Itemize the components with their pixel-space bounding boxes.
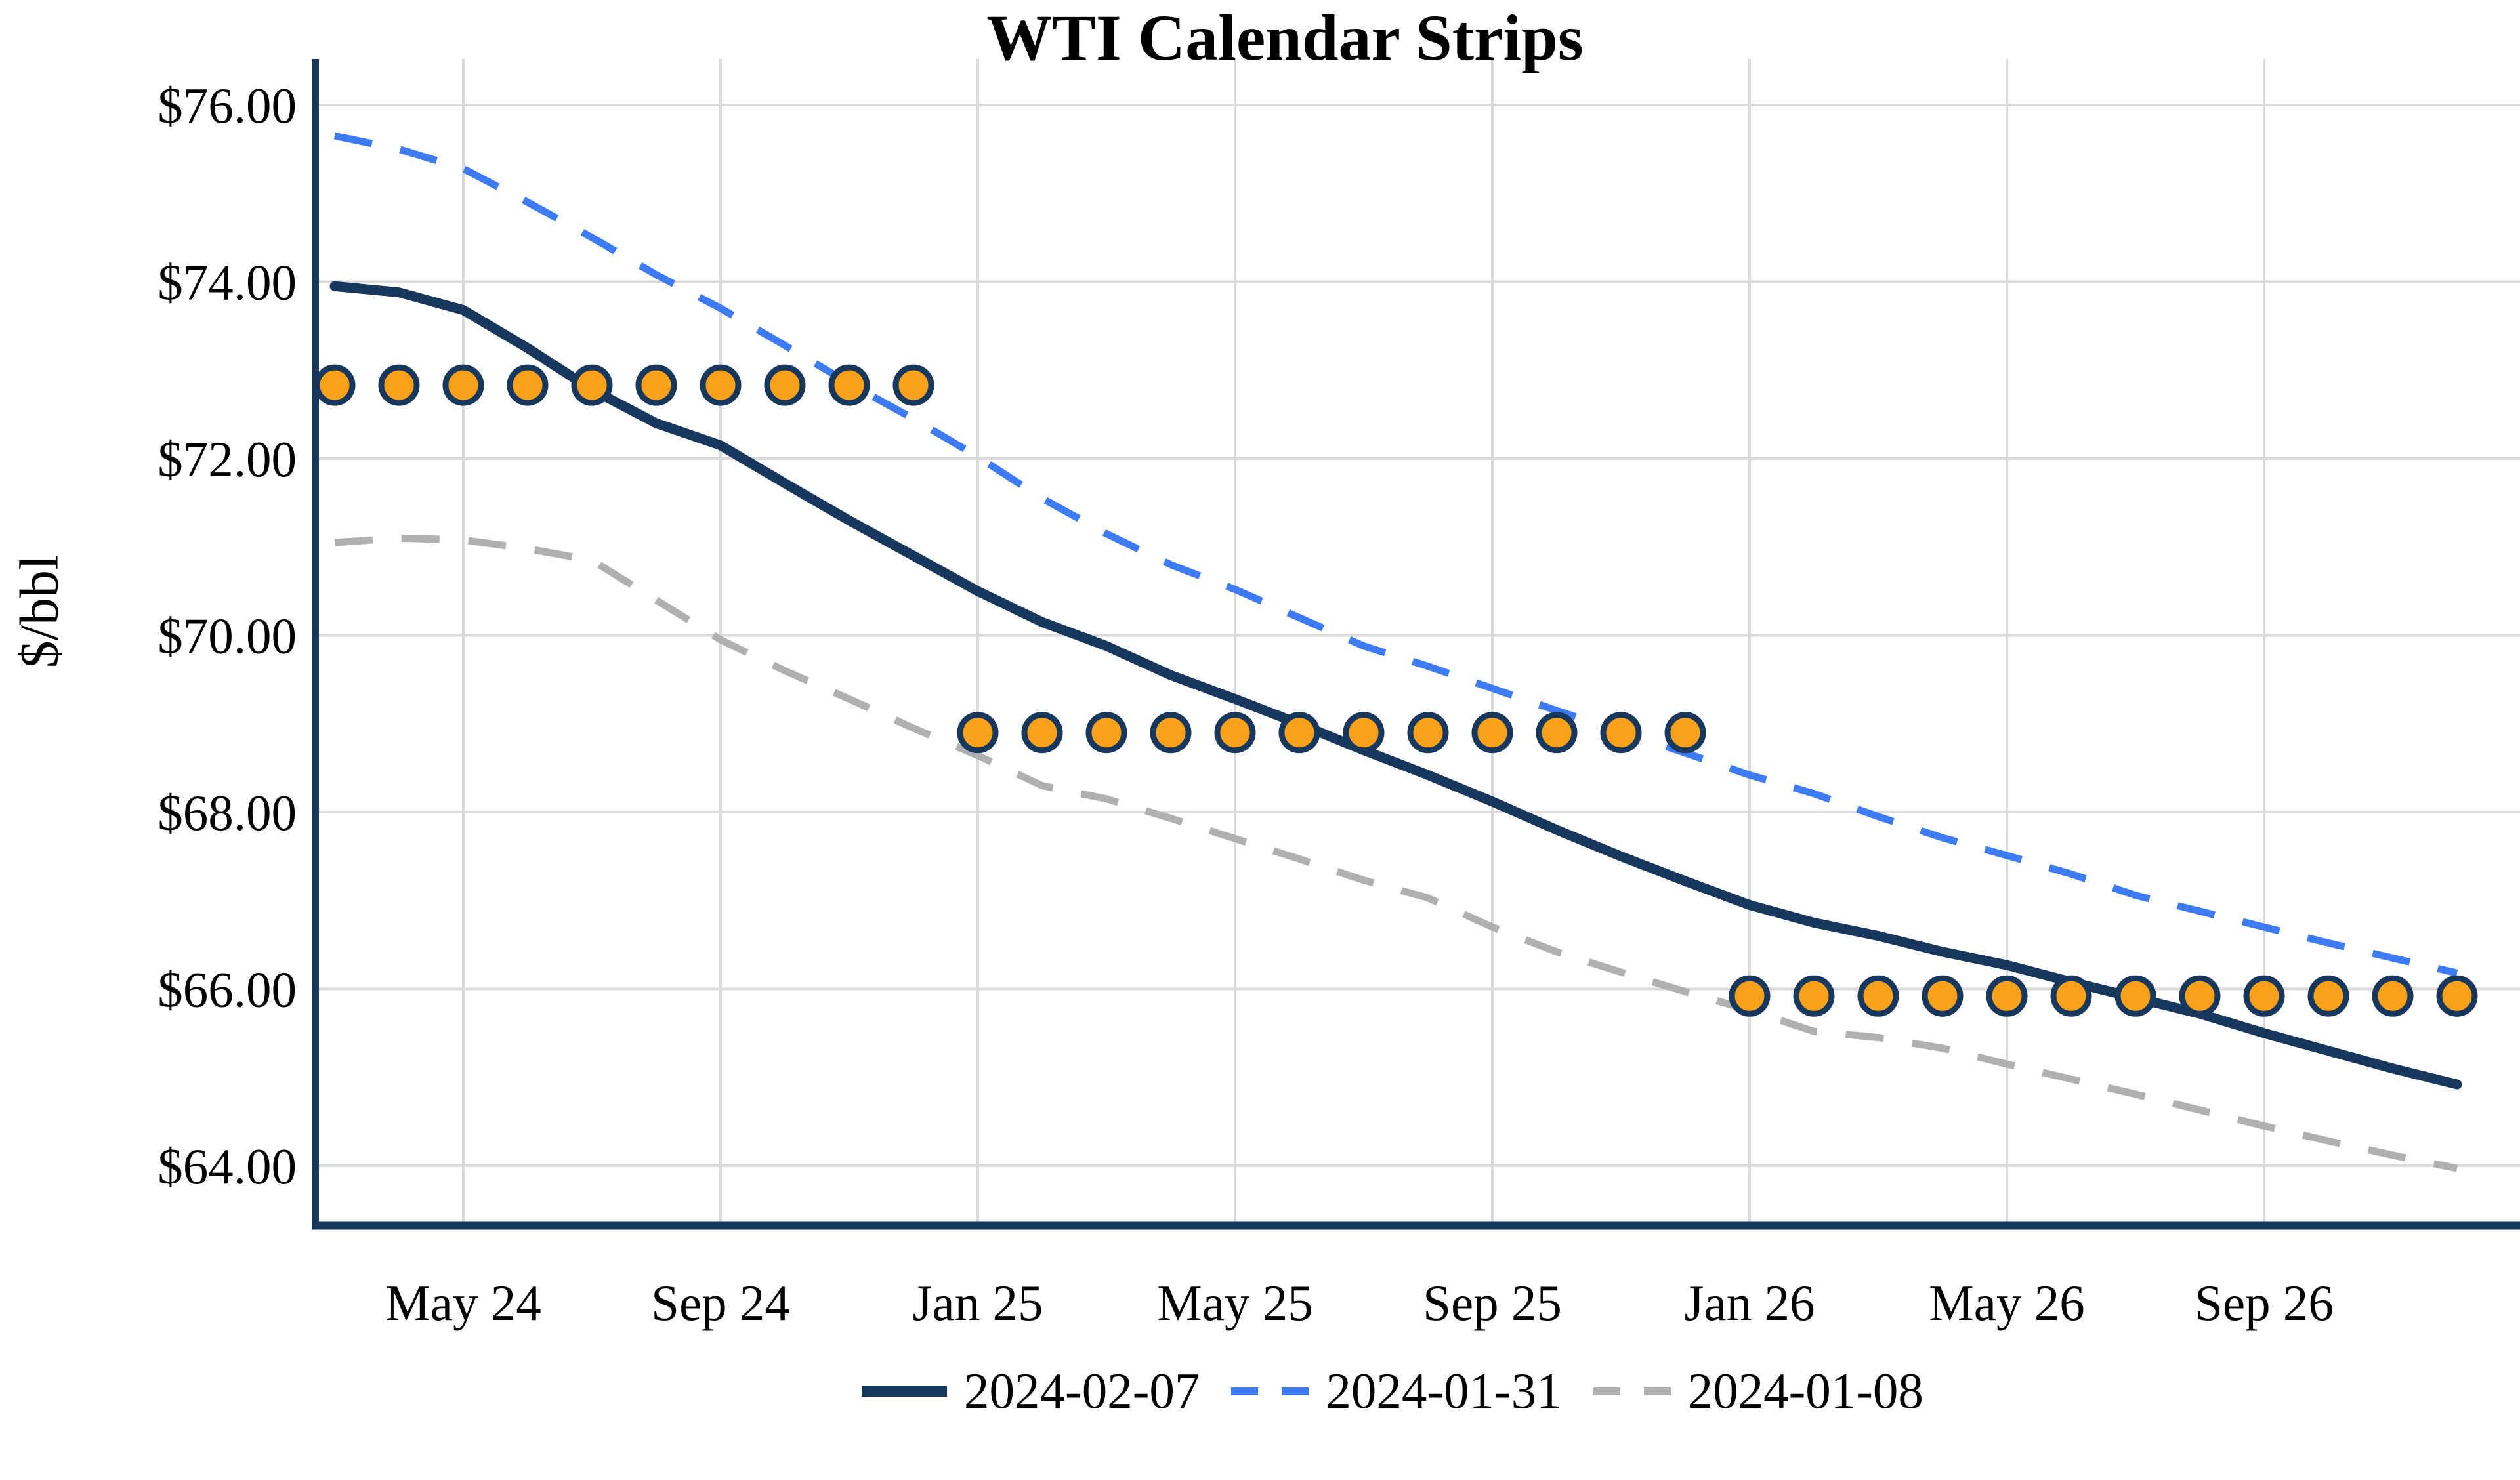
- dash-swatch: [1231, 1387, 1259, 1395]
- strip-marker-2024: [442, 364, 484, 406]
- y-tick-label: $74.00: [158, 255, 297, 311]
- legend: 2024-02-07 2024-01-31 2024-01-08: [862, 1366, 1923, 1416]
- strip-marker-2026: [2243, 975, 2285, 1017]
- x-tick-label: Sep 25: [1423, 1275, 1562, 1331]
- x-tick-label: May 25: [1157, 1275, 1312, 1331]
- strip-marker-2024: [764, 364, 806, 406]
- series-line-2024-01-31: [333, 132, 2458, 977]
- strip-marker-2025: [1214, 712, 1256, 754]
- strip-marker-2024: [892, 364, 934, 406]
- strip-marker-2026: [1922, 975, 1964, 1017]
- strip-marker-2026: [2372, 975, 2414, 1017]
- y-tick-label: $64.00: [158, 1138, 297, 1195]
- series-line-2024-02-07: [329, 281, 2462, 1090]
- strip-marker-2026: [2050, 975, 2092, 1017]
- strip-marker-2025: [1343, 712, 1385, 754]
- strip-marker-2025: [1600, 712, 1642, 754]
- strip-marker-2025: [1278, 712, 1320, 754]
- legend-item-2024-02-07: 2024-02-07: [862, 1366, 1200, 1416]
- solid-line-swatch: [862, 1386, 948, 1397]
- strip-marker-2025: [1664, 712, 1706, 754]
- x-tick-label: Jan 26: [1685, 1275, 1815, 1331]
- strip-marker-2026: [1729, 975, 1771, 1017]
- legend-line-sample-solid: [862, 1386, 948, 1397]
- strip-marker-2026: [1857, 975, 1899, 1017]
- y-axis-title: $/bbl: [9, 554, 70, 668]
- legend-label: 2024-01-08: [1687, 1363, 1923, 1419]
- series-line-2024-01-08: [334, 534, 2458, 1172]
- strip-marker-2024: [507, 364, 549, 406]
- strip-marker-2026: [1986, 975, 2028, 1017]
- y-tick-label: $70.00: [158, 608, 297, 665]
- x-tick-label: May 24: [385, 1275, 541, 1331]
- y-tick-label: $68.00: [158, 785, 297, 841]
- y-tick-label: $72.00: [158, 431, 297, 487]
- x-tick-label: May 26: [1929, 1275, 2084, 1331]
- y-tick-label: $76.00: [158, 77, 297, 134]
- strip-marker-2025: [1536, 712, 1578, 754]
- strip-marker-2026: [2436, 975, 2478, 1017]
- strip-marker-2024: [700, 364, 742, 406]
- strip-marker-2024: [314, 364, 356, 406]
- x-tick-label: Sep 26: [2194, 1275, 2334, 1331]
- dash-swatch: [1282, 1387, 1309, 1395]
- strip-marker-2026: [2307, 975, 2349, 1017]
- strip-marker-2026: [1793, 975, 1835, 1017]
- strip-marker-2025: [1471, 712, 1513, 754]
- legend-item-2024-01-08: 2024-01-08: [1593, 1366, 1923, 1416]
- y-tick-label: $66.00: [158, 962, 297, 1018]
- strip-marker-2025: [1150, 712, 1192, 754]
- strip-marker-2026: [2179, 975, 2221, 1017]
- legend-line-sample-dashed-gray: [1593, 1387, 1671, 1395]
- strip-marker-2024: [378, 364, 420, 406]
- strip-marker-2025: [1407, 712, 1449, 754]
- legend-label: 2024-01-31: [1326, 1363, 1562, 1419]
- x-tick-label: Jan 25: [913, 1275, 1043, 1331]
- legend-item-2024-01-31: 2024-01-31: [1231, 1363, 1562, 1419]
- strip-marker-2025: [957, 712, 999, 754]
- dash-swatch: [1593, 1387, 1620, 1395]
- dash-swatch: [1643, 1387, 1671, 1395]
- legend-label: 2024-02-07: [964, 1363, 1200, 1419]
- strip-marker-2026: [2114, 975, 2156, 1017]
- strip-marker-2024: [828, 364, 870, 406]
- chart-title: WTI Calendar Strips: [986, 1, 1584, 74]
- strip-marker-2025: [1021, 712, 1063, 754]
- legend-line-sample-dashed-blue: [1231, 1387, 1309, 1395]
- strip-marker-2024: [635, 364, 677, 406]
- strip-marker-2025: [1085, 712, 1127, 754]
- strip-marker-2024: [571, 364, 613, 406]
- x-tick-label: Sep 24: [651, 1275, 790, 1331]
